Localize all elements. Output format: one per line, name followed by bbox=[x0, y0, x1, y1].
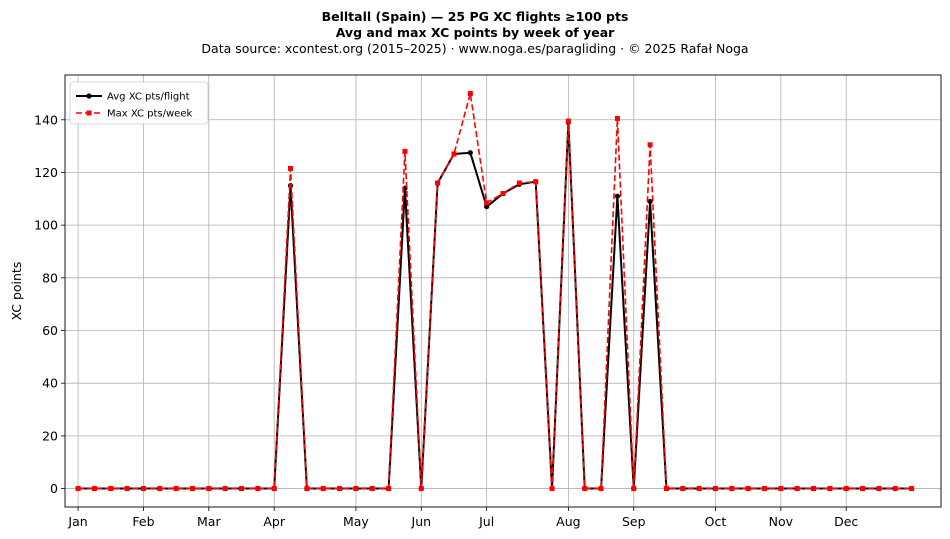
max-point bbox=[369, 486, 375, 492]
max-point bbox=[663, 486, 669, 492]
avg-point bbox=[467, 150, 473, 156]
max-point bbox=[500, 191, 506, 197]
avg-point bbox=[614, 193, 621, 199]
max-point bbox=[353, 486, 359, 492]
max-point bbox=[811, 486, 817, 492]
max-point bbox=[173, 486, 179, 492]
legend-avg-marker bbox=[86, 93, 92, 99]
y-tick-label: 40 bbox=[42, 376, 58, 391]
legend-box bbox=[69, 81, 209, 125]
y-tick-label: 100 bbox=[34, 218, 58, 233]
max-point bbox=[712, 486, 718, 492]
chart-subtitle: Avg and max XC points by week of year bbox=[335, 25, 615, 40]
axes: Jan Feb Mar Apr May Jun Jul Aug Sep Oct Nov Dec 0 20 4… bbox=[9, 112, 858, 529]
y-tick-label: 20 bbox=[42, 428, 58, 443]
avg-series bbox=[75, 119, 915, 492]
y-tick-label: 60 bbox=[42, 323, 58, 338]
max-point bbox=[288, 166, 294, 172]
max-point bbox=[239, 486, 245, 492]
max-point bbox=[745, 486, 751, 492]
x-tick-label: Apr bbox=[263, 514, 285, 529]
max-point bbox=[843, 486, 849, 492]
x-tick-label: May bbox=[343, 514, 369, 529]
x-tick-label: Jan bbox=[67, 514, 87, 529]
max-point bbox=[222, 486, 228, 492]
max-point bbox=[761, 486, 767, 492]
chart-source-line: Data source: xcontest.org (2015–2025) · … bbox=[201, 41, 749, 56]
y-axis-label: XC points bbox=[9, 262, 24, 321]
max-point bbox=[467, 90, 473, 96]
grid-lines bbox=[65, 75, 941, 507]
y-tick-label: 0 bbox=[50, 481, 58, 496]
max-point bbox=[484, 200, 490, 206]
x-tick-label: Sep bbox=[622, 514, 646, 529]
legend-max-label: Max XC pts/week bbox=[107, 109, 192, 120]
max-point bbox=[680, 486, 686, 492]
x-tick-label: Feb bbox=[132, 514, 154, 529]
max-point bbox=[91, 486, 97, 492]
max-point bbox=[729, 486, 735, 492]
max-point bbox=[402, 148, 408, 154]
max-point bbox=[206, 486, 212, 492]
max-point bbox=[794, 486, 800, 492]
legend-max-marker bbox=[86, 110, 92, 116]
max-point bbox=[418, 486, 424, 492]
max-point bbox=[860, 486, 866, 492]
y-tick-label: 80 bbox=[42, 270, 58, 285]
x-tick-label: Dec bbox=[834, 514, 858, 529]
chart-title: Belltall (Spain) — 25 PG XC flights ≥100… bbox=[321, 9, 629, 24]
x-tick-label: Oct bbox=[705, 514, 727, 529]
max-point bbox=[140, 486, 146, 492]
x-tick-label: Aug bbox=[556, 514, 580, 529]
avg-line bbox=[78, 121, 912, 490]
max-point bbox=[337, 486, 343, 492]
x-tick-label: Jul bbox=[478, 514, 494, 529]
max-point bbox=[614, 115, 620, 121]
max-point bbox=[271, 486, 277, 492]
avg-point bbox=[484, 204, 490, 210]
max-point bbox=[778, 486, 784, 492]
max-series bbox=[75, 90, 915, 492]
max-point bbox=[189, 486, 195, 492]
y-tick-label: 120 bbox=[34, 165, 58, 180]
x-tick-label: Mar bbox=[197, 514, 221, 529]
max-point bbox=[124, 486, 130, 492]
y-tick-label: 140 bbox=[34, 112, 58, 127]
max-point bbox=[320, 486, 326, 492]
max-point bbox=[827, 486, 833, 492]
max-point bbox=[565, 118, 571, 124]
max-point bbox=[386, 486, 392, 492]
max-point bbox=[582, 486, 588, 492]
avg-point bbox=[647, 198, 653, 205]
max-point bbox=[533, 179, 539, 185]
max-point bbox=[516, 180, 522, 186]
max-point bbox=[647, 142, 653, 148]
max-point bbox=[451, 151, 457, 157]
max-point bbox=[304, 486, 310, 492]
max-point bbox=[108, 486, 114, 492]
plot-frame bbox=[64, 74, 942, 508]
legend: Avg XC pts/flight Max XC pts/week bbox=[69, 81, 209, 125]
max-point bbox=[876, 486, 882, 492]
max-point bbox=[157, 486, 163, 492]
x-tick-label: Nov bbox=[769, 514, 794, 529]
x-tick-label: Jun bbox=[411, 514, 432, 529]
max-point bbox=[892, 486, 898, 492]
max-point bbox=[631, 486, 637, 492]
max-point bbox=[549, 486, 555, 492]
max-line bbox=[78, 92, 912, 490]
max-point bbox=[255, 486, 261, 492]
legend-avg-label: Avg XC pts/flight bbox=[107, 92, 190, 103]
max-point bbox=[696, 486, 702, 492]
max-point bbox=[435, 180, 441, 186]
max-point bbox=[909, 486, 915, 492]
chart-titles: Belltall (Spain) — 25 PG XC flights ≥100… bbox=[0, 9, 950, 57]
max-point bbox=[598, 486, 604, 492]
max-point bbox=[75, 486, 81, 492]
